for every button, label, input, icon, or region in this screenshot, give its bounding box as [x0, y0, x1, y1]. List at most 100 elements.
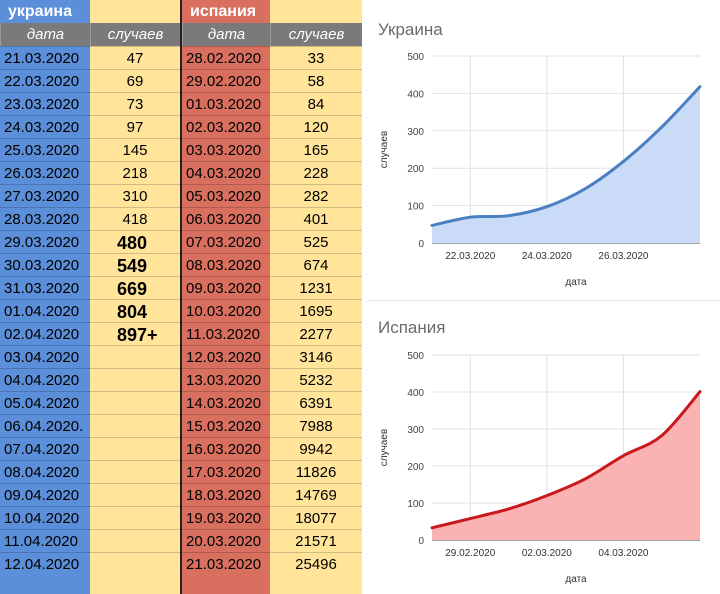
spain-cases-cell: 58: [270, 69, 362, 92]
empty-cell: [90, 483, 180, 506]
x-axis-label: дата: [565, 277, 587, 288]
spain-cases-cell: 84: [270, 92, 362, 115]
spain-chart: 0 100 200 300 400 500 29.02.2020 02.03.2020 04.0…: [379, 351, 702, 585]
y-tick-label: 300: [407, 425, 424, 436]
ukraine-date-cell: 09.04.2020: [0, 483, 90, 506]
ukraine-cases-column: случаев 47 69 73 97 145 218 310 418 480 549 669 804…: [90, 0, 180, 594]
series-area: [432, 86, 700, 243]
ukraine-header-filler: [90, 0, 180, 23]
spain-date-cell: 02.03.2020: [182, 115, 270, 138]
ukraine-date-cell: 28.03.2020: [0, 207, 90, 230]
ukraine-date-cell: 31.03.2020: [0, 276, 90, 299]
x-axis-label: дата: [565, 574, 587, 585]
y-tick-label: 100: [407, 499, 424, 510]
ukraine-date-cell: 06.04.2020.: [0, 414, 90, 437]
empty-cell: [90, 506, 180, 529]
ukraine-date-cell: 23.03.2020: [0, 92, 90, 115]
x-tick-label: 04.03.2020: [598, 548, 648, 559]
ukraine-cases-cell: 669: [90, 276, 180, 299]
ukraine-cases-cell: 69: [90, 69, 180, 92]
spain-cases-cell: 1695: [270, 299, 362, 322]
ukraine-date-cell: 12.04.2020: [0, 552, 90, 575]
ukraine-cases-cell: 218: [90, 161, 180, 184]
spain-date-cell: 04.03.2020: [182, 161, 270, 184]
spain-date-cell: 28.02.2020: [182, 46, 270, 69]
ukraine-date-cell: 01.04.2020: [0, 299, 90, 322]
spain-cases-cell: 6391: [270, 391, 362, 414]
ukraine-date-cell: 05.04.2020: [0, 391, 90, 414]
spain-date-cell: 19.03.2020: [182, 506, 270, 529]
charts-panel: Украина 0 100 200 300 400 500 22.03.2020 24.03.…: [362, 0, 720, 594]
y-axis-label: случаев: [379, 131, 390, 168]
spain-date-cell: 16.03.2020: [182, 437, 270, 460]
empty-cell: [90, 345, 180, 368]
spain-cases-cell: 525: [270, 230, 362, 253]
spain-cases-cell: 3146: [270, 345, 362, 368]
spain-cases-cell: 5232: [270, 368, 362, 391]
ukraine-chart: 0 100 200 300 400 500 22.03.2020 24.03.2020 26.0…: [379, 52, 702, 288]
ukraine-date-cell: 24.03.2020: [0, 115, 90, 138]
ukraine-date-cell: 08.04.2020: [0, 460, 90, 483]
spain-date-cell: 11.03.2020: [182, 322, 270, 345]
spain-cases-cell: 33: [270, 46, 362, 69]
ukraine-cases-cell: 145: [90, 138, 180, 161]
spain-cases-cell: 282: [270, 184, 362, 207]
spain-cases-cell: 21571: [270, 529, 362, 552]
spain-cases-cell: 7988: [270, 414, 362, 437]
ukraine-date-column: украина дата 21.03.2020 22.03.2020 23.03.2…: [0, 0, 90, 594]
ukraine-chart-title: Украина: [378, 20, 443, 39]
y-tick-label: 300: [407, 127, 424, 138]
y-tick-label: 500: [407, 52, 424, 63]
empty-cell: [90, 460, 180, 483]
spain-cases-cell: 674: [270, 253, 362, 276]
ukraine-date-cell: 25.03.2020: [0, 138, 90, 161]
spain-header-filler: [270, 0, 362, 23]
spain-date-cell: 20.03.2020: [182, 529, 270, 552]
empty-cell: [90, 529, 180, 552]
y-tick-label: 100: [407, 202, 424, 213]
spain-date-header: дата: [182, 23, 270, 46]
spain-cases-cell: 120: [270, 115, 362, 138]
y-tick-label: 0: [418, 239, 424, 250]
spain-cases-cell: 1231: [270, 276, 362, 299]
x-tick-label: 26.03.2020: [598, 251, 648, 262]
spain-cases-cell: 165: [270, 138, 362, 161]
spain-date-column: испания дата 28.02.2020 29.02.2020 01.03.2…: [180, 0, 270, 594]
spain-date-cell: 12.03.2020: [182, 345, 270, 368]
ukraine-date-cell: 11.04.2020: [0, 529, 90, 552]
spain-date-cell: 21.03.2020: [182, 552, 270, 575]
y-axis-label: случаев: [379, 429, 390, 466]
x-tick-label: 02.03.2020: [522, 548, 572, 559]
ukraine-cases-cell: 549: [90, 253, 180, 276]
ukraine-date-cell: 03.04.2020: [0, 345, 90, 368]
empty-cell: [90, 437, 180, 460]
ukraine-cases-cell: 73: [90, 92, 180, 115]
y-tick-label: 200: [407, 164, 424, 175]
ukraine-cases-cell: 47: [90, 46, 180, 69]
spain-date-cell: 03.03.2020: [182, 138, 270, 161]
spain-date-cell: 17.03.2020: [182, 460, 270, 483]
y-tick-label: 200: [407, 462, 424, 473]
ukraine-cases-cell: 97: [90, 115, 180, 138]
y-tick-label: 400: [407, 89, 424, 100]
ukraine-cases-cell: 804: [90, 299, 180, 322]
spain-cases-cell: 14769: [270, 483, 362, 506]
empty-cell: [90, 414, 180, 437]
ukraine-date-cell: 10.04.2020: [0, 506, 90, 529]
spain-cases-column: случаев 33 58 84 120 165 228 282 401 525 674 1231 1…: [270, 0, 362, 594]
ukraine-cases-header: случаев: [90, 23, 180, 46]
spain-cases-cell: 11826: [270, 460, 362, 483]
spain-cases-cell: 228: [270, 161, 362, 184]
spain-date-cell: 14.03.2020: [182, 391, 270, 414]
ukraine-date-cell: 02.04.2020: [0, 322, 90, 345]
spain-cases-cell: 401: [270, 207, 362, 230]
y-tick-label: 400: [407, 388, 424, 399]
x-tick-label: 24.03.2020: [522, 251, 572, 262]
spain-date-cell: 07.03.2020: [182, 230, 270, 253]
spain-date-cell: 08.03.2020: [182, 253, 270, 276]
spain-header: испания: [182, 0, 270, 23]
chart-divider: [368, 300, 720, 301]
spain-date-cell: 29.02.2020: [182, 69, 270, 92]
spain-date-cell: 18.03.2020: [182, 483, 270, 506]
spain-cases-cell: 25496: [270, 552, 362, 575]
